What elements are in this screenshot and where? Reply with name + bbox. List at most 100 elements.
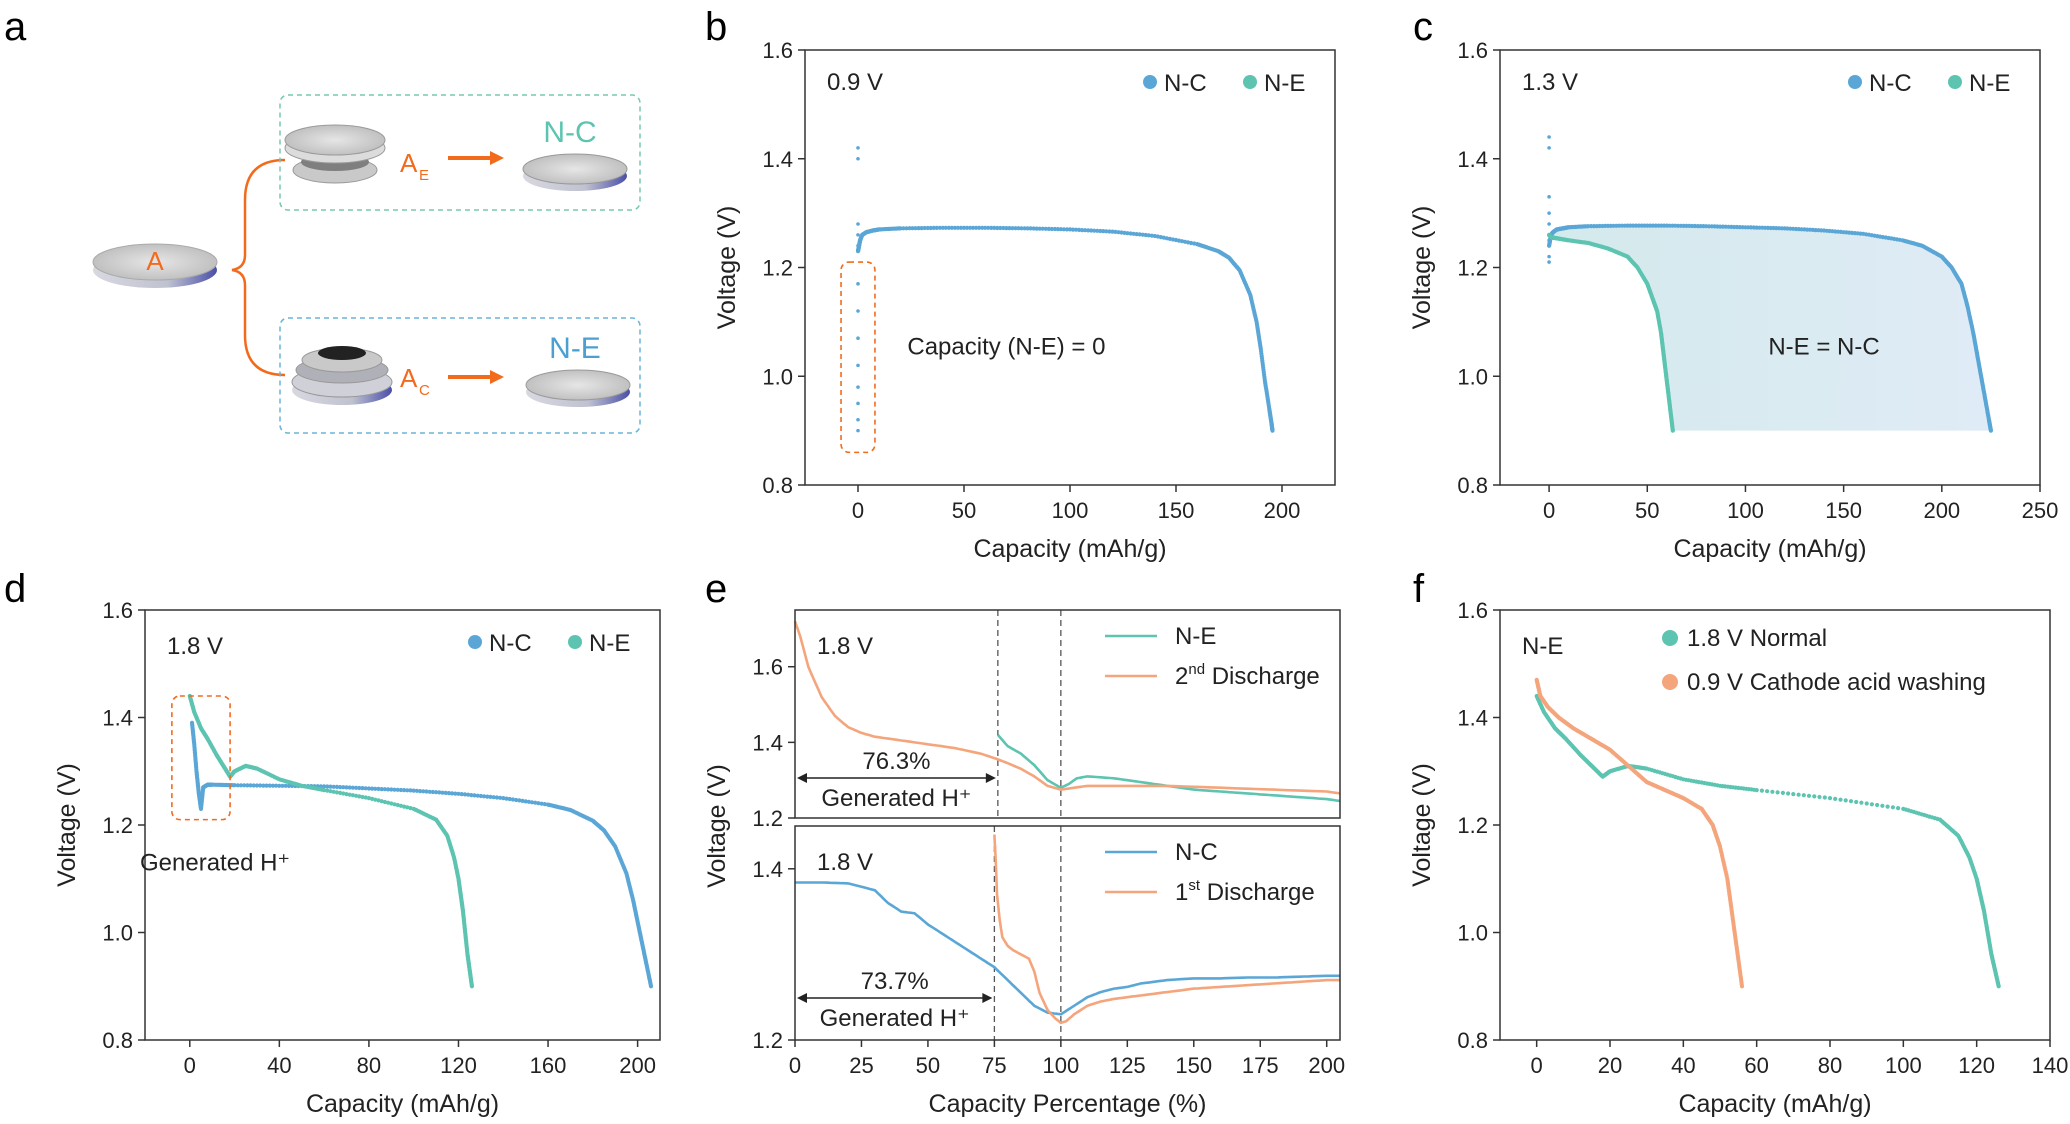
data-point <box>1107 229 1112 234</box>
data-point <box>974 225 979 230</box>
precursor-bottom-main: A <box>400 363 418 393</box>
legend-label: 1st Discharge <box>1175 877 1315 906</box>
data-point <box>242 783 247 788</box>
data-point <box>331 789 336 794</box>
data-point <box>1031 226 1036 231</box>
data-point <box>360 786 365 791</box>
data-point <box>514 797 519 803</box>
y-tick-label: 1.0 <box>102 921 133 946</box>
data-point <box>1074 227 1079 232</box>
data-point <box>507 796 512 802</box>
y-tick-label: 1.4 <box>1457 706 1488 731</box>
data-point <box>1125 231 1130 236</box>
y-axis-label: Voltage (V) <box>713 206 741 330</box>
data-point <box>1547 238 1551 243</box>
data-point <box>1080 228 1085 233</box>
x-tick-label: 100 <box>1052 498 1089 523</box>
data-point <box>937 225 942 230</box>
y-tick-label: 1.2 <box>762 256 793 281</box>
data-point <box>251 783 256 788</box>
data-point <box>856 309 860 313</box>
data-point <box>1848 799 1854 804</box>
legend-label: 2nd Discharge <box>1175 661 1320 690</box>
data-point <box>949 225 955 230</box>
panel-label: b <box>705 5 727 49</box>
y-tick-label: 1.2 <box>102 813 133 838</box>
precursor-top-sub: E <box>419 167 429 184</box>
data-point <box>357 794 362 799</box>
data-point <box>334 784 339 790</box>
data-point <box>1040 226 1045 231</box>
product-bottom-label: N-E <box>549 332 601 365</box>
data-point <box>498 795 503 800</box>
data-point <box>856 146 860 150</box>
data-point <box>1885 804 1890 809</box>
capacity-note: Capacity (N-E) = 0 <box>907 334 1105 361</box>
data-point <box>983 225 988 230</box>
data-point <box>328 784 333 789</box>
panel-label: c <box>1413 5 1433 49</box>
legend-label: N-C <box>1869 70 1912 97</box>
data-point <box>398 803 403 808</box>
data-point <box>491 795 496 800</box>
data-point <box>1113 229 1118 234</box>
data-point <box>475 793 480 798</box>
data-point <box>1001 225 1006 231</box>
y-axis-label: Voltage (V) <box>1408 206 1436 330</box>
data-point <box>1547 195 1551 199</box>
stacked-coin-bottom <box>291 346 393 405</box>
data-point <box>414 788 419 793</box>
data-point <box>338 790 343 796</box>
x-tick-label: 120 <box>440 1053 477 1078</box>
data-point <box>488 794 493 800</box>
data-point <box>334 790 339 795</box>
data-point <box>389 787 394 792</box>
precursor-bottom-sub: C <box>419 382 430 399</box>
data-point <box>856 156 860 161</box>
data-point <box>427 789 432 794</box>
data-point <box>961 225 967 230</box>
panel-a: a A A E N-C <box>4 5 641 434</box>
data-point <box>258 783 263 788</box>
data-point <box>434 790 439 795</box>
data-point <box>856 401 860 406</box>
panel-label-a: a <box>4 5 27 49</box>
data-point <box>392 802 397 807</box>
coin-cell-a: A <box>92 243 218 288</box>
product-coin-top <box>522 153 628 191</box>
data-point <box>943 225 948 230</box>
data-point <box>354 793 359 798</box>
data-point <box>1086 228 1091 233</box>
shaded-equal-capacity-area <box>1549 225 1991 431</box>
data-point <box>529 800 535 805</box>
data-point <box>1016 226 1021 231</box>
arrowhead-right <box>985 773 996 783</box>
data-point <box>922 225 927 231</box>
data-point <box>1092 228 1097 233</box>
y-tick-label: 1.2 <box>1457 256 1488 281</box>
series-line-N-E <box>996 733 1341 803</box>
data-point <box>1801 793 1806 798</box>
data-point <box>856 428 860 433</box>
data-point <box>1765 789 1770 794</box>
data-point <box>1869 802 1874 807</box>
voltage-annotation: N-E <box>1522 633 1563 660</box>
data-point <box>386 787 391 792</box>
data-point <box>405 805 410 810</box>
data-point <box>526 799 532 804</box>
data-point <box>1046 226 1051 231</box>
data-point <box>856 363 860 368</box>
data-point <box>1864 801 1869 806</box>
legend-marker <box>1243 75 1257 89</box>
data-point <box>1104 229 1109 234</box>
data-point <box>1061 227 1066 232</box>
data-point <box>904 226 909 231</box>
data-point <box>1019 226 1024 231</box>
data-point <box>1034 226 1039 231</box>
data-point <box>462 792 467 797</box>
data-point <box>366 786 371 791</box>
x-axis-label: Capacity (mAh/g) <box>306 1090 499 1118</box>
legend-marker <box>1662 674 1678 690</box>
legend-label-rest: Discharge <box>1205 663 1320 690</box>
data-point <box>373 786 378 791</box>
